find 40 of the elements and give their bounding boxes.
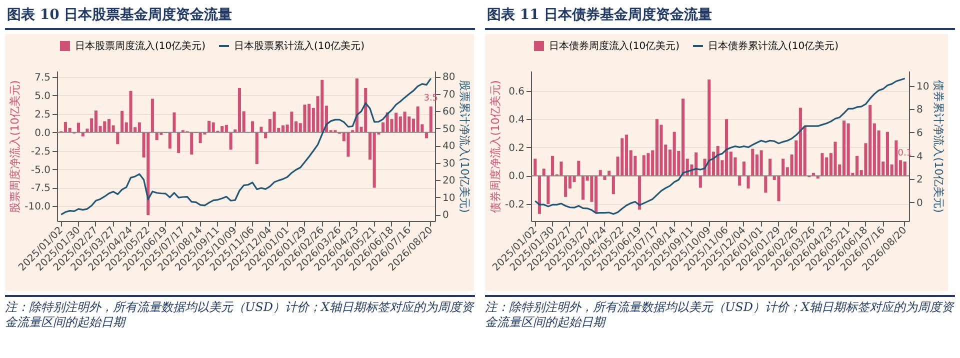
y-tick-label: -10.0 bbox=[24, 202, 50, 213]
y2-axis-title: 债券累计净流入(10亿美元) bbox=[932, 80, 946, 213]
y-tick-label: 0.0 bbox=[508, 171, 524, 182]
y-tick-label: 0.2 bbox=[508, 142, 524, 154]
y-tick-label: -2.5 bbox=[30, 146, 50, 158]
y2-tick-label: 8 bbox=[916, 104, 923, 116]
y2-tick-label: 10 bbox=[442, 192, 456, 204]
y-tick-label: -5.0 bbox=[30, 164, 50, 176]
y-tick-label: 0.6 bbox=[508, 86, 524, 98]
y2-tick-label: 0 bbox=[442, 210, 449, 222]
text: 注：除特别注明外，所有流量数据均以美元（USD）计价；X轴日期标签对应的为周度资金流量区间的起始日期 bbox=[485, 295, 955, 330]
y-axis-title: 债券周度净流入(10亿美元) bbox=[488, 80, 502, 213]
y-tick-label: 5.0 bbox=[34, 90, 50, 102]
y2-tick-label: 20 bbox=[442, 176, 456, 187]
chart-title: 图表 11 日本债券基金周度资金流量 bbox=[485, 0, 955, 30]
chart-title: 图表 10 日本股票基金周度资金流量 bbox=[5, 0, 475, 30]
y2-tick-label: 60 bbox=[442, 106, 456, 118]
y-tick-label: 0.4 bbox=[508, 114, 524, 126]
y-tick-label: 0.0 bbox=[34, 128, 50, 139]
y-tick-label: -0.2 bbox=[504, 200, 524, 211]
y2-tick-label: 70 bbox=[442, 89, 456, 100]
y2-tick-label: 30 bbox=[442, 158, 456, 170]
legend-label: 日本债券周度流入(10亿美元) bbox=[549, 40, 680, 52]
text: 注：除特别注明外，所有流量数据均以美元（USD）计价；X轴日期标签对应的为周度资金流量区间的起始日期 bbox=[5, 295, 475, 330]
y2-axis-title: 股票累计净流入(10亿美元) bbox=[458, 80, 472, 213]
legend-label: 日本股票累计流入(10亿美元) bbox=[234, 40, 365, 52]
y2-tick-label: 4 bbox=[916, 151, 923, 162]
y-axis-title: 股票周度净流入(10亿美元) bbox=[8, 80, 22, 213]
y-tick-label: -7.5 bbox=[30, 183, 50, 194]
y2-tick-label: 40 bbox=[442, 141, 456, 152]
y2-tick-label: 50 bbox=[442, 124, 456, 135]
y-tick-label: 2.5 bbox=[34, 109, 50, 120]
legend-label: 日本债券累计流入(10亿美元) bbox=[708, 40, 839, 52]
y2-tick-label: 80 bbox=[442, 72, 456, 84]
legend-label: 日本股票周度流入(10亿美元) bbox=[75, 40, 206, 52]
y2-tick-label: 10 bbox=[916, 81, 930, 92]
y-tick-label: 7.5 bbox=[34, 72, 50, 84]
y2-tick-label: 2 bbox=[916, 174, 923, 186]
y2-tick-label: 6 bbox=[916, 128, 923, 139]
y2-tick-label: 0 bbox=[916, 198, 923, 209]
